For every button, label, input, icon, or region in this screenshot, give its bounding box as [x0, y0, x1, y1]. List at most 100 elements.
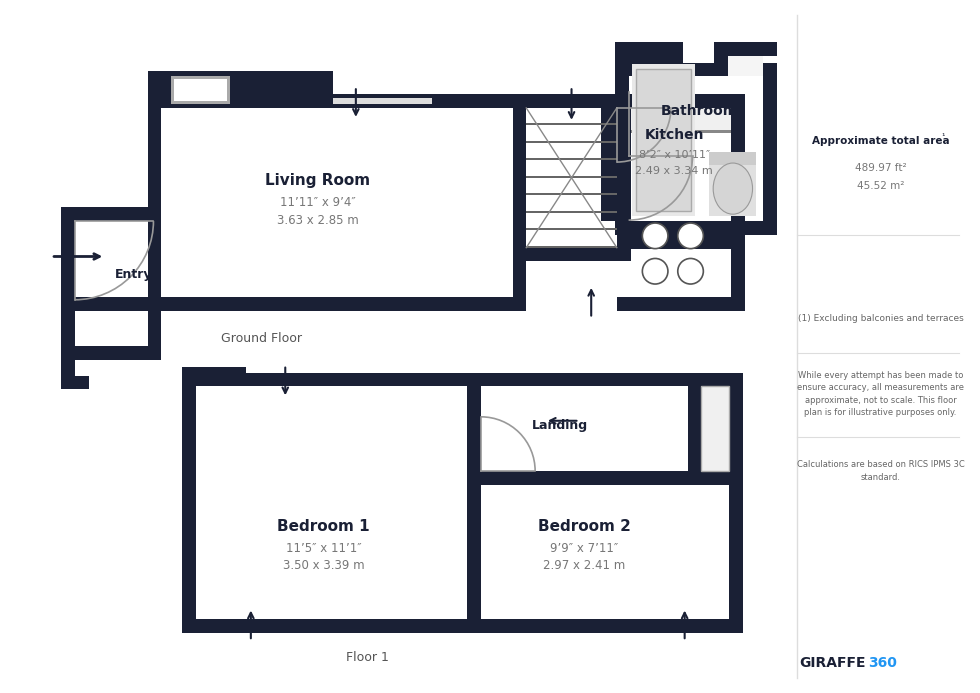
Bar [702, 386, 729, 471]
Text: 9’9″ x 7’11″: 9’9″ x 7’11″ [550, 542, 618, 554]
Text: 360: 360 [868, 656, 898, 669]
Bar [61, 346, 162, 360]
Bar [172, 76, 174, 104]
Bar [148, 71, 319, 108]
Bar [526, 193, 616, 195]
Bar [513, 94, 526, 261]
Bar [61, 310, 74, 360]
Text: While every attempt has been made to
ensure accuracy, all measurements are
appro: While every attempt has been made to ens… [797, 371, 964, 417]
Bar [172, 101, 230, 104]
Bar [148, 310, 162, 360]
Bar [614, 221, 777, 235]
Bar [763, 62, 777, 235]
Bar [669, 42, 683, 76]
Text: Living Room: Living Room [266, 173, 370, 188]
Circle shape [642, 258, 668, 284]
Bar [616, 94, 630, 261]
Bar [61, 297, 162, 310]
Text: ¹: ¹ [942, 132, 945, 141]
Bar [61, 207, 74, 310]
Bar [513, 94, 526, 310]
Bar [526, 246, 616, 247]
Bar [601, 108, 614, 221]
Bar [731, 94, 745, 310]
Bar [526, 123, 616, 125]
Bar [61, 358, 74, 389]
Bar [688, 373, 702, 484]
Text: Ground Floor: Ground Floor [220, 332, 302, 344]
Text: Bedroom 2: Bedroom 2 [538, 519, 631, 534]
Bar [628, 235, 731, 249]
Text: Floor 1: Floor 1 [346, 651, 388, 665]
Bar [526, 159, 616, 160]
Bar [526, 176, 616, 178]
Bar [729, 373, 743, 633]
Bar [614, 62, 777, 76]
Bar [148, 207, 162, 310]
Bar [182, 367, 246, 380]
Bar [333, 104, 432, 108]
Text: Bathroom: Bathroom [661, 104, 738, 118]
Text: 2.97 x 2.41 m: 2.97 x 2.41 m [543, 559, 625, 572]
Bar [172, 76, 230, 104]
Bar [182, 367, 246, 386]
Bar [636, 69, 691, 211]
Bar [227, 76, 230, 104]
Bar [714, 42, 728, 76]
Text: Entry: Entry [115, 268, 152, 281]
Bar [182, 373, 196, 633]
Bar [481, 471, 688, 484]
Bar [714, 42, 777, 56]
Bar [333, 94, 432, 98]
Bar [333, 94, 432, 108]
Ellipse shape [713, 163, 753, 214]
Bar [148, 94, 162, 310]
Bar [148, 71, 333, 85]
Bar [630, 108, 731, 132]
Bar [631, 64, 696, 216]
Text: 45.52 m²: 45.52 m² [857, 181, 905, 191]
Bar [614, 42, 669, 76]
Bar [526, 228, 616, 230]
Text: (1) Excluding balconies and terraces: (1) Excluding balconies and terraces [798, 314, 963, 323]
Text: GIRAFFE: GIRAFFE [799, 656, 865, 669]
Text: Landing: Landing [531, 419, 588, 432]
Circle shape [678, 258, 704, 284]
Text: Calculations are based on RICS IPMS 3C
standard.: Calculations are based on RICS IPMS 3C s… [797, 460, 964, 482]
Bar [614, 42, 683, 56]
Text: 489.97 ft²: 489.97 ft² [855, 163, 906, 173]
Bar [61, 376, 88, 389]
Bar [148, 297, 526, 310]
Text: Approximate total area: Approximate total area [811, 137, 950, 146]
Circle shape [678, 223, 704, 249]
Bar [182, 373, 743, 386]
Bar [467, 386, 481, 620]
Bar [513, 94, 630, 108]
Bar [319, 71, 333, 108]
Text: 3.63 x 2.85 m: 3.63 x 2.85 m [277, 213, 359, 227]
Bar [688, 471, 729, 484]
Bar [526, 141, 616, 143]
Bar [616, 94, 745, 108]
Bar [61, 207, 162, 221]
Bar [714, 42, 763, 76]
Bar [526, 211, 616, 213]
Text: 2.49 x 3.34 m: 2.49 x 3.34 m [635, 166, 713, 177]
Bar [172, 76, 230, 80]
Text: 11’5″ x 11’1″: 11’5″ x 11’1″ [285, 542, 362, 554]
Bar [148, 94, 526, 108]
Text: Bedroom 1: Bedroom 1 [277, 519, 369, 534]
Bar [614, 62, 628, 235]
Text: 3.50 x 3.39 m: 3.50 x 3.39 m [282, 559, 365, 572]
Bar [630, 130, 731, 132]
Text: 11’11″ x 9’4″: 11’11″ x 9’4″ [280, 196, 356, 209]
Text: Kitchen: Kitchen [645, 128, 704, 142]
Bar [710, 152, 757, 165]
Bar [710, 152, 757, 216]
Bar [616, 297, 745, 310]
Bar [513, 247, 630, 261]
Circle shape [642, 223, 668, 249]
Text: 8’2″ x 10’11″: 8’2″ x 10’11″ [639, 150, 710, 160]
Bar [513, 94, 630, 108]
Bar [182, 620, 743, 633]
